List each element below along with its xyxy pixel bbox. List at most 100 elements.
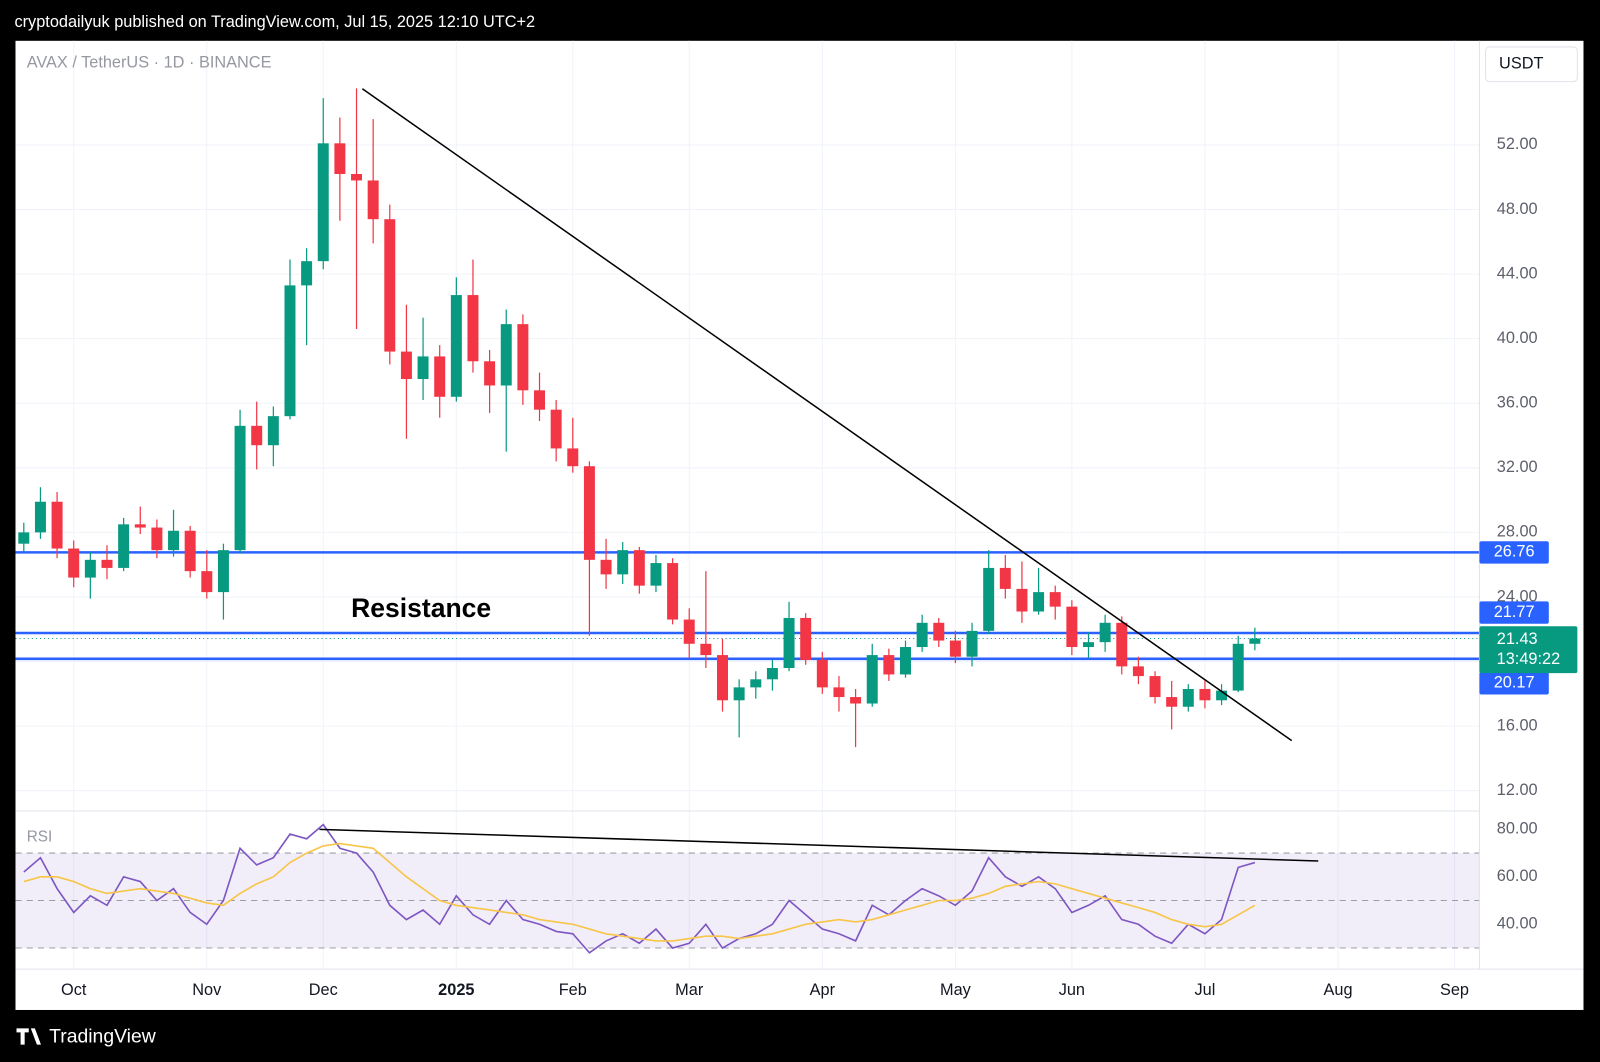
candle-body (168, 530, 180, 551)
x-tick-label: Jul (1195, 981, 1216, 999)
y-tick-label: 80.00 (1497, 820, 1538, 838)
candle-body (916, 622, 928, 648)
x-tick-label: Aug (1324, 981, 1353, 999)
candle-body (1116, 622, 1128, 667)
trend-line (361, 88, 1293, 742)
candle-body (1232, 643, 1244, 691)
candle-body (1149, 676, 1161, 698)
candle-body (334, 143, 346, 174)
brand: TradingView (49, 1026, 157, 1048)
y-tick-label: 12.00 (1497, 781, 1538, 799)
rsi-line (23, 823, 1256, 954)
last-price-box (1479, 626, 1578, 674)
candle-body (151, 527, 163, 551)
candle-body (700, 643, 712, 656)
candle-body (68, 548, 80, 578)
x-tick-label: Apr (810, 981, 836, 999)
candle-body (450, 295, 462, 397)
candle-body (866, 655, 878, 704)
candle-body (850, 697, 862, 704)
candle-body (484, 361, 496, 386)
candle-body (783, 617, 795, 669)
candle-body (184, 530, 196, 572)
candle-body (134, 524, 146, 528)
candle-body (517, 324, 529, 391)
candle-body (883, 655, 895, 675)
countdown: 13:49:22 (1497, 650, 1561, 668)
candle-body (317, 143, 329, 262)
candle-body (1016, 588, 1028, 612)
candle-body (667, 563, 679, 620)
x-tick-label: Oct (61, 981, 87, 999)
candle-body (1132, 666, 1144, 677)
level-label: 26.76 (1494, 543, 1535, 561)
candle-body (367, 180, 379, 220)
y-tick-label: 52.00 (1497, 135, 1538, 153)
y-tick-label: 16.00 (1497, 716, 1538, 734)
candle-body (567, 448, 579, 467)
candle-body (1166, 697, 1178, 707)
candle-body (384, 219, 396, 352)
candle-body (833, 687, 845, 698)
y-tick-label: 44.00 (1497, 264, 1538, 282)
last-price-label: 21.43 (1497, 630, 1538, 648)
candle-body (1199, 688, 1211, 701)
candle-body (633, 550, 645, 586)
currency-button[interactable] (1485, 46, 1578, 83)
candle-body (284, 285, 296, 417)
grid (15, 40, 1480, 970)
candle-body (500, 324, 512, 386)
chart-area (15, 40, 1584, 1010)
candle-body (583, 466, 595, 560)
candle-body (234, 425, 246, 551)
candle-body (434, 356, 446, 397)
annotation: Resistance (351, 593, 491, 623)
candle-body (1033, 592, 1045, 612)
candle-body (800, 617, 812, 660)
x-tick-label: Dec (309, 981, 338, 999)
currency-label: USDT (1499, 55, 1543, 73)
candle-body (550, 409, 562, 449)
candle-body (217, 550, 229, 593)
candle-body (34, 501, 46, 533)
y-tick-label: 48.00 (1497, 200, 1538, 218)
level-label: 21.77 (1494, 603, 1535, 621)
candle-body (933, 622, 945, 641)
publish-info: cryptodailyuk published on TradingView.c… (14, 13, 535, 31)
candle-body (51, 501, 63, 549)
symbol-title: AVAX / TetherUS · 1D · BINANCE (27, 54, 272, 72)
candle-body (717, 655, 728, 701)
x-tick-label: May (940, 981, 972, 999)
candle-body (766, 668, 778, 680)
rsi-title: RSI (27, 829, 53, 846)
candle-body (617, 550, 629, 575)
axis: Oct Nov Dec 2025 Feb Mar Apr May Jun Jul Aug Sep 12.… (61, 135, 1578, 999)
x-tick-label: Jun (1059, 981, 1085, 999)
candle-body (84, 559, 96, 578)
candle-body (1066, 606, 1078, 648)
y-tick-label: 28.00 (1497, 523, 1538, 541)
candle-body (251, 425, 263, 446)
candle-body (101, 559, 113, 568)
candle-body (351, 173, 363, 181)
level-label-box (1479, 672, 1549, 695)
y-tick-label: 40.00 (1497, 329, 1538, 347)
candle-body (983, 567, 995, 631)
candle-body (534, 390, 546, 410)
candle-body (1216, 690, 1228, 701)
candle-body (400, 351, 412, 380)
candle-body (118, 524, 130, 568)
x-tick-label: Sep (1440, 981, 1469, 999)
candle-body (1099, 622, 1111, 643)
candle-body (1182, 688, 1194, 707)
candle-body (900, 647, 911, 675)
candle-body (750, 679, 762, 688)
candle-body (267, 416, 279, 446)
candle-body (201, 571, 213, 593)
candle-body (600, 559, 612, 575)
candle-body (1249, 638, 1261, 644)
rsi-line (23, 842, 1256, 942)
y-tick-label: 40.00 (1497, 915, 1538, 933)
